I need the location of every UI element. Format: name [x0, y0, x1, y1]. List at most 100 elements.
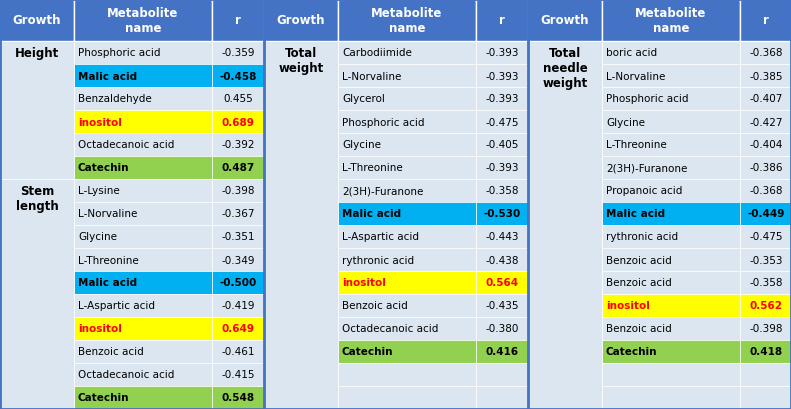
Text: 0.418: 0.418	[749, 347, 782, 357]
Bar	[74, 157, 212, 180]
Text: Benzaldehyde: Benzaldehyde	[78, 94, 152, 104]
Bar	[476, 0, 528, 42]
Bar	[740, 202, 791, 225]
Text: Metabolite
name: Metabolite name	[108, 7, 179, 35]
Bar	[476, 88, 528, 111]
Text: Benzoic acid: Benzoic acid	[78, 347, 144, 357]
Bar	[264, 180, 338, 202]
Text: L-Norvaline: L-Norvaline	[606, 71, 665, 81]
Bar	[528, 317, 602, 340]
Bar	[602, 294, 740, 317]
Bar	[740, 271, 791, 294]
Text: boric acid: boric acid	[606, 48, 657, 58]
Bar	[264, 88, 338, 111]
Text: -0.461: -0.461	[221, 347, 255, 357]
Bar	[212, 271, 264, 294]
Text: Total
needle
weight: Total needle weight	[543, 47, 588, 90]
Bar	[74, 294, 212, 317]
Bar	[476, 294, 528, 317]
Text: Catechin: Catechin	[606, 347, 657, 357]
Text: Catechin: Catechin	[342, 347, 393, 357]
Text: L-Aspartic acid: L-Aspartic acid	[78, 301, 155, 311]
Text: Propanoic acid: Propanoic acid	[606, 186, 683, 196]
Text: -0.407: -0.407	[749, 94, 782, 104]
Bar	[602, 386, 740, 409]
Text: Metabolite
name: Metabolite name	[635, 7, 706, 35]
Bar	[602, 111, 740, 134]
Text: Glycine: Glycine	[342, 140, 381, 150]
Text: Total
weight: Total weight	[278, 47, 324, 75]
Text: Catechin: Catechin	[78, 393, 130, 402]
Text: Growth: Growth	[13, 14, 61, 27]
Bar	[528, 248, 602, 271]
Bar	[338, 134, 476, 157]
Bar	[0, 271, 74, 294]
Text: L-Aspartic acid: L-Aspartic acid	[342, 232, 419, 242]
Text: Growth: Growth	[541, 14, 589, 27]
Bar	[212, 65, 264, 88]
Text: -0.380: -0.380	[486, 324, 519, 334]
Text: Malic acid: Malic acid	[78, 278, 137, 288]
Text: -0.404: -0.404	[749, 140, 782, 150]
Bar	[74, 88, 212, 111]
Text: -0.530: -0.530	[483, 209, 520, 219]
Text: L-Threonine: L-Threonine	[606, 140, 667, 150]
Bar	[740, 42, 791, 65]
Bar	[74, 386, 212, 409]
Bar	[338, 225, 476, 248]
Text: r: r	[499, 14, 505, 27]
Text: Malic acid: Malic acid	[78, 71, 137, 81]
Bar	[528, 340, 602, 363]
Text: Octadecanoic acid: Octadecanoic acid	[78, 370, 174, 380]
Bar	[338, 317, 476, 340]
Text: 0.416: 0.416	[486, 347, 519, 357]
Bar	[264, 294, 338, 317]
Text: Glycine: Glycine	[78, 232, 117, 242]
Text: -0.475: -0.475	[485, 117, 519, 127]
Bar	[74, 340, 212, 363]
Bar	[338, 202, 476, 225]
Bar	[74, 363, 212, 386]
Bar	[602, 88, 740, 111]
Bar	[0, 202, 74, 225]
Text: Catechin: Catechin	[78, 163, 130, 173]
Bar	[338, 42, 476, 65]
Bar	[528, 386, 602, 409]
Text: Phosphoric acid: Phosphoric acid	[606, 94, 688, 104]
Text: L-Threonine: L-Threonine	[342, 163, 403, 173]
Bar	[476, 317, 528, 340]
Text: 2(3H)-Furanone: 2(3H)-Furanone	[342, 186, 423, 196]
Bar	[740, 363, 791, 386]
Bar	[476, 111, 528, 134]
Bar	[740, 111, 791, 134]
Text: Malic acid: Malic acid	[342, 209, 401, 219]
Bar	[740, 180, 791, 202]
Text: -0.353: -0.353	[749, 255, 783, 265]
Bar	[476, 340, 528, 363]
Bar	[264, 386, 338, 409]
Bar	[338, 363, 476, 386]
Bar	[528, 0, 602, 42]
Bar	[74, 271, 212, 294]
Bar	[264, 248, 338, 271]
Bar	[212, 157, 264, 180]
Bar	[264, 317, 338, 340]
Text: rythronic acid: rythronic acid	[606, 232, 678, 242]
Bar	[74, 317, 212, 340]
Bar	[0, 340, 74, 363]
Bar	[212, 0, 264, 42]
Text: -0.475: -0.475	[749, 232, 783, 242]
Bar	[212, 202, 264, 225]
Text: 2(3H)-Furanone: 2(3H)-Furanone	[606, 163, 687, 173]
Bar	[74, 225, 212, 248]
Text: Octadecanoic acid: Octadecanoic acid	[78, 140, 174, 150]
Bar	[528, 42, 602, 65]
Bar	[0, 42, 74, 180]
Bar	[476, 248, 528, 271]
Bar	[740, 134, 791, 157]
Bar	[0, 65, 74, 88]
Bar	[602, 0, 740, 42]
Text: r: r	[763, 14, 769, 27]
Bar	[476, 386, 528, 409]
Text: inositol: inositol	[78, 324, 122, 334]
